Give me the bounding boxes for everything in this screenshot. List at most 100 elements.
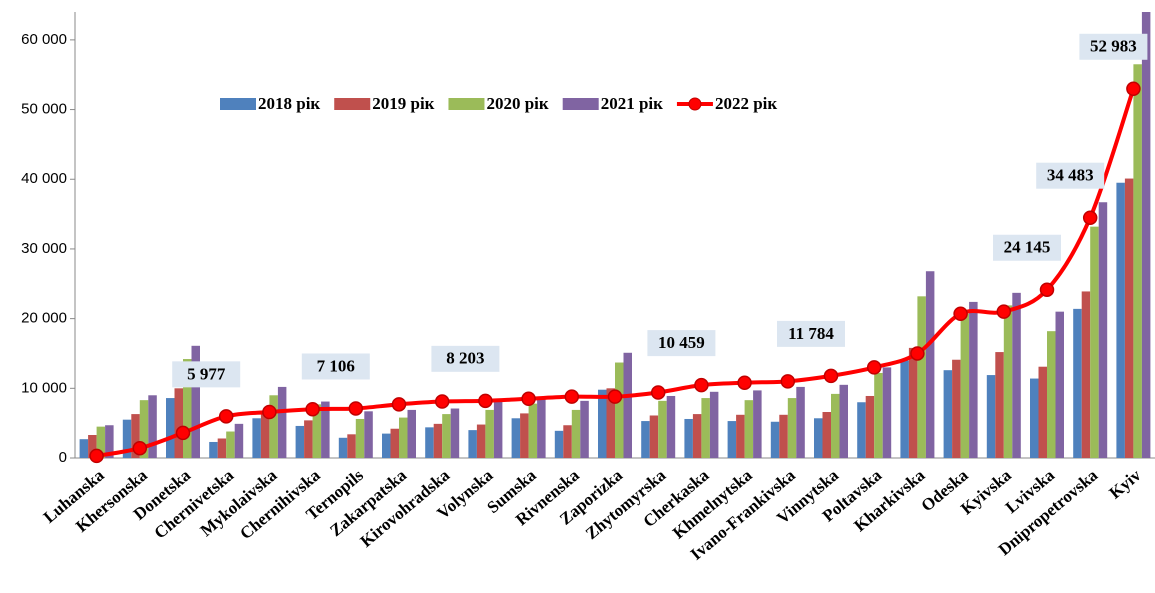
bar	[399, 417, 408, 458]
line-marker	[953, 306, 968, 321]
bar	[796, 386, 805, 458]
bar	[770, 421, 780, 458]
data-label: 52 983	[1090, 37, 1137, 56]
line-marker	[607, 389, 623, 404]
data-label-box	[993, 234, 1061, 261]
bar	[1073, 308, 1082, 458]
bar	[554, 430, 564, 458]
data-label-box	[431, 345, 500, 372]
data-label-box	[1036, 162, 1105, 189]
bar	[96, 426, 106, 458]
bar	[131, 414, 140, 458]
bar	[174, 388, 183, 458]
bar	[321, 401, 330, 458]
bar	[355, 418, 365, 458]
line-marker	[348, 401, 364, 416]
bar	[831, 393, 840, 458]
bar	[166, 398, 175, 458]
data-label: 5 977	[187, 364, 226, 383]
bar	[709, 391, 719, 458]
bar	[666, 395, 676, 458]
bar	[753, 390, 762, 458]
data-label: 34 483	[1047, 166, 1094, 185]
bar	[1081, 291, 1091, 458]
y-tick-label: 60 000	[21, 31, 67, 48]
bar	[736, 414, 745, 458]
y-tick-label: 0	[59, 449, 67, 466]
bar	[433, 423, 443, 458]
bar	[252, 418, 261, 458]
bar	[857, 402, 866, 458]
bar	[269, 395, 278, 458]
y-tick-label: 20 000	[21, 310, 67, 327]
x-tick-label: Kyiv	[1105, 465, 1144, 502]
bar	[347, 434, 356, 458]
bar	[1055, 311, 1064, 458]
y-tick-label: 10 000	[21, 379, 67, 396]
line-marker	[910, 346, 925, 361]
bar	[969, 301, 978, 458]
line-marker	[132, 440, 148, 456]
bar	[338, 437, 348, 458]
bar	[779, 414, 788, 458]
bar	[701, 398, 710, 458]
line-marker	[262, 404, 277, 420]
bar	[295, 425, 305, 458]
bar	[1030, 378, 1039, 458]
bar	[1133, 64, 1142, 458]
line-marker	[780, 374, 796, 389]
line-marker	[175, 425, 191, 441]
bar	[908, 347, 918, 458]
line-marker	[478, 393, 493, 409]
bar	[822, 412, 831, 458]
bar	[183, 359, 192, 458]
line-marker	[218, 409, 234, 424]
bar	[493, 400, 503, 458]
bar	[382, 433, 391, 458]
legend-swatch	[220, 98, 256, 110]
bar	[563, 425, 572, 458]
bar	[960, 313, 970, 458]
bar	[511, 418, 521, 458]
line-marker	[391, 397, 407, 412]
bar	[277, 386, 287, 458]
bar	[623, 352, 632, 458]
bar	[260, 413, 270, 458]
line-marker	[823, 368, 839, 384]
legend-swatch	[334, 98, 371, 110]
bar	[882, 367, 892, 458]
line-marker	[737, 375, 752, 390]
bar	[606, 388, 615, 458]
bar	[407, 409, 416, 458]
legend-label: 2021 рік	[601, 94, 663, 113]
line-marker	[305, 401, 320, 417]
bar	[580, 400, 589, 458]
line-marker	[866, 360, 882, 375]
y-tick-label: 40 000	[21, 170, 67, 187]
data-label: 7 106	[317, 356, 355, 375]
bar	[658, 400, 667, 458]
bar	[122, 419, 132, 458]
data-label-box	[647, 330, 716, 357]
bar	[520, 413, 529, 458]
legend-label: 2020 рік	[486, 94, 548, 113]
line-marker	[694, 377, 709, 393]
bar	[364, 411, 373, 458]
legend-swatch	[448, 98, 485, 110]
bar	[468, 430, 477, 458]
legend-marker	[688, 97, 702, 111]
bar	[649, 415, 659, 458]
bar	[865, 395, 875, 458]
data-label: 11 784	[788, 324, 834, 343]
legend-label: 2018 рік	[258, 94, 320, 113]
bar	[1116, 182, 1125, 458]
data-label-box	[1079, 33, 1148, 60]
bar	[226, 431, 235, 458]
bar	[986, 375, 996, 458]
line-marker	[89, 448, 104, 464]
line-marker	[1039, 282, 1055, 297]
data-label: 8 203	[446, 349, 484, 368]
data-label-box	[777, 320, 845, 347]
bar	[952, 359, 961, 458]
line-marker	[650, 385, 666, 400]
